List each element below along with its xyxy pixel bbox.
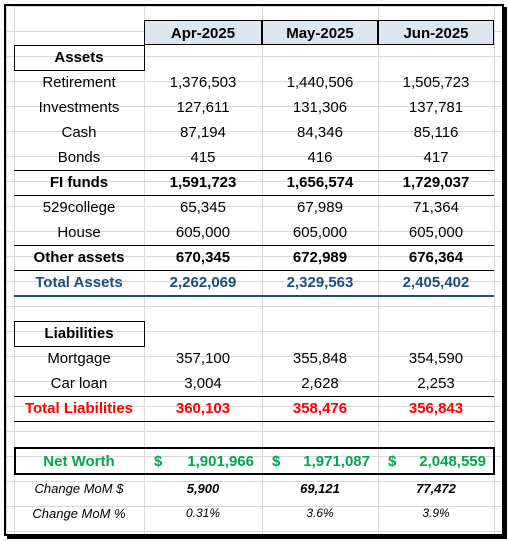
subtotal-rule bbox=[14, 195, 494, 196]
currency-symbol: $ bbox=[272, 453, 281, 470]
assets-heading: Assets bbox=[54, 49, 104, 66]
cell-value: 69,121 bbox=[300, 481, 340, 496]
cell-value: 605,000 bbox=[292, 224, 348, 241]
cell-value: 131,306 bbox=[292, 99, 348, 116]
row-label: 529college bbox=[42, 199, 116, 216]
row-label: Car loan bbox=[50, 375, 108, 392]
grid-col-line bbox=[494, 6, 495, 534]
cell-value: 355,848 bbox=[292, 350, 348, 367]
cell-value: 2,329,563 bbox=[286, 274, 354, 291]
cell-value: 670,345 bbox=[175, 249, 231, 266]
column-header-jun: Jun-2025 bbox=[378, 20, 494, 45]
row-label: FI funds bbox=[49, 174, 109, 191]
cell-value: 1,971,087 bbox=[303, 453, 370, 470]
cell-value: 77,472 bbox=[416, 481, 456, 496]
cell-value: 3,004 bbox=[184, 375, 222, 392]
cell-value: 71,364 bbox=[413, 199, 459, 216]
change-mom-pct-row: Change MoM % 0.31% 3.6% 3.9% bbox=[6, 501, 502, 526]
liabilities-heading-row: Liabilities bbox=[6, 321, 502, 346]
cell-value: 87,194 bbox=[180, 124, 226, 141]
row-label: Total Assets bbox=[35, 274, 123, 291]
row-label: Investments bbox=[38, 99, 120, 116]
row-label: Change MoM % bbox=[32, 506, 126, 521]
total-assets-rule bbox=[14, 295, 494, 297]
other-assets-row: Other assets 670,345 672,989 676,364 bbox=[6, 245, 502, 270]
net-worth-border bbox=[14, 447, 495, 475]
table-row: 529college 65,345 67,989 71,364 bbox=[6, 195, 502, 220]
cell-value: 1,591,723 bbox=[169, 174, 237, 191]
change-mom-dollar-row: Change MoM $ 5,900 69,121 77,472 bbox=[6, 476, 502, 501]
cell-value: 2,405,402 bbox=[402, 274, 470, 291]
cell-value: 417 bbox=[423, 149, 449, 166]
subtotal-rule bbox=[14, 270, 494, 271]
cell-value: 676,364 bbox=[408, 249, 464, 266]
currency-symbol: $ bbox=[388, 453, 397, 470]
cell-value: 672,989 bbox=[292, 249, 348, 266]
cell-value: 2,262,069 bbox=[169, 274, 237, 291]
subtotal-rule bbox=[14, 170, 494, 171]
table-row: Bonds 415 416 417 bbox=[6, 145, 502, 170]
table-row: House 605,000 605,000 605,000 bbox=[6, 220, 502, 245]
row-label: Cash bbox=[61, 124, 97, 141]
cell-value: 2,048,559 bbox=[419, 453, 486, 470]
row-label: Mortgage bbox=[47, 350, 111, 367]
row-label: House bbox=[57, 224, 101, 241]
net-worth-may: $ 1,971,087 bbox=[262, 449, 378, 474]
row-label: Retirement bbox=[42, 74, 116, 91]
table-row: Mortgage 357,100 355,848 354,590 bbox=[6, 346, 502, 371]
subtotal-rule bbox=[14, 396, 494, 397]
cell-value: 356,843 bbox=[408, 400, 464, 417]
cell-value: 2,628 bbox=[301, 375, 339, 392]
cell-value: 3.9% bbox=[422, 506, 450, 520]
cell-value: 415 bbox=[190, 149, 216, 166]
table-row: Investments 127,611 131,306 137,781 bbox=[6, 95, 502, 120]
table-row: Retirement 1,376,503 1,440,506 1,505,723 bbox=[6, 70, 502, 95]
cell-value: 605,000 bbox=[175, 224, 231, 241]
table-row: Car loan 3,004 2,628 2,253 bbox=[6, 371, 502, 396]
cell-value: 1,440,506 bbox=[286, 74, 354, 91]
cell-value: 2,253 bbox=[417, 375, 455, 392]
row-label: Bonds bbox=[57, 149, 101, 166]
cell-value: 416 bbox=[307, 149, 333, 166]
header-row: Apr-2025 May-2025 Jun-2025 bbox=[6, 20, 502, 45]
cell-value: 1,505,723 bbox=[402, 74, 470, 91]
column-header-apr: Apr-2025 bbox=[144, 20, 262, 45]
cell-value: 84,346 bbox=[297, 124, 343, 141]
assets-heading-row: Assets bbox=[6, 45, 502, 70]
fi-funds-row: FI funds 1,591,723 1,656,574 1,729,037 bbox=[6, 170, 502, 195]
cell-value: 360,103 bbox=[175, 400, 231, 417]
row-label: Change MoM $ bbox=[34, 481, 124, 496]
cell-value: 357,100 bbox=[175, 350, 231, 367]
cell-value: 1,901,966 bbox=[187, 453, 254, 470]
subtotal-rule bbox=[14, 421, 494, 422]
cell-value: 137,781 bbox=[408, 99, 464, 116]
cell-value: 85,116 bbox=[413, 124, 459, 141]
cell-value: 605,000 bbox=[408, 224, 464, 241]
total-assets-row: Total Assets 2,262,069 2,329,563 2,405,4… bbox=[6, 270, 502, 295]
cell-value: 1,376,503 bbox=[169, 74, 237, 91]
net-worth-jun: $ 2,048,559 bbox=[378, 449, 494, 474]
table-row: Cash 87,194 84,346 85,116 bbox=[6, 120, 502, 145]
cell-value: 354,590 bbox=[408, 350, 464, 367]
cell-value: 67,989 bbox=[297, 199, 343, 216]
row-label: Net Worth bbox=[43, 453, 115, 470]
liabilities-heading: Liabilities bbox=[44, 325, 114, 342]
row-label: Other assets bbox=[33, 249, 125, 266]
cell-value: 65,345 bbox=[180, 199, 226, 216]
net-worth-apr: $ 1,901,966 bbox=[144, 449, 262, 474]
cell-value: 5,900 bbox=[186, 481, 220, 496]
row-label: Total Liabilities bbox=[24, 400, 134, 417]
currency-symbol: $ bbox=[154, 453, 163, 470]
column-header-may: May-2025 bbox=[262, 20, 378, 45]
cell-value: 1,656,574 bbox=[286, 174, 354, 191]
net-worth-row: Net Worth $ 1,901,966 $ 1,971,087 $ 2,04… bbox=[6, 449, 502, 474]
cell-value: 127,611 bbox=[176, 99, 230, 116]
cell-value: 3.6% bbox=[306, 506, 334, 520]
cell-value: 0.31% bbox=[185, 506, 221, 520]
net-worth-sheet: Apr-2025 May-2025 Jun-2025 Assets Retire… bbox=[4, 4, 504, 536]
cell-value: 358,476 bbox=[292, 400, 348, 417]
total-liabilities-row: Total Liabilities 360,103 358,476 356,84… bbox=[6, 396, 502, 421]
subtotal-rule bbox=[14, 245, 494, 246]
cell-value: 1,729,037 bbox=[402, 174, 470, 191]
